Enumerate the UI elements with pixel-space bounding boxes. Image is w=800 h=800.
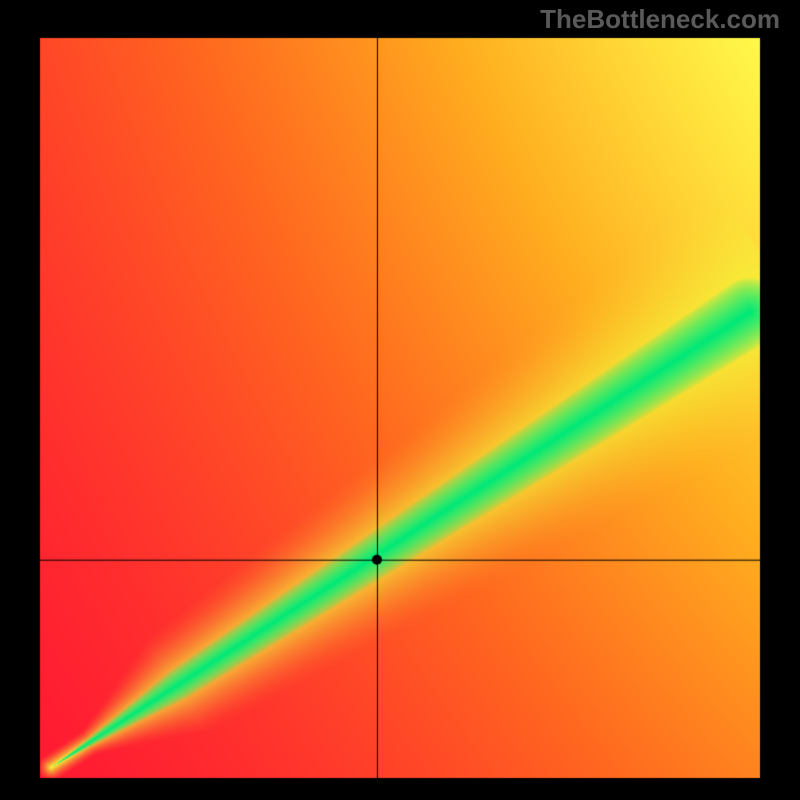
chart-container: TheBottleneck.com	[0, 0, 800, 800]
bottleneck-heatmap	[0, 0, 800, 800]
watermark-text: TheBottleneck.com	[540, 4, 780, 35]
